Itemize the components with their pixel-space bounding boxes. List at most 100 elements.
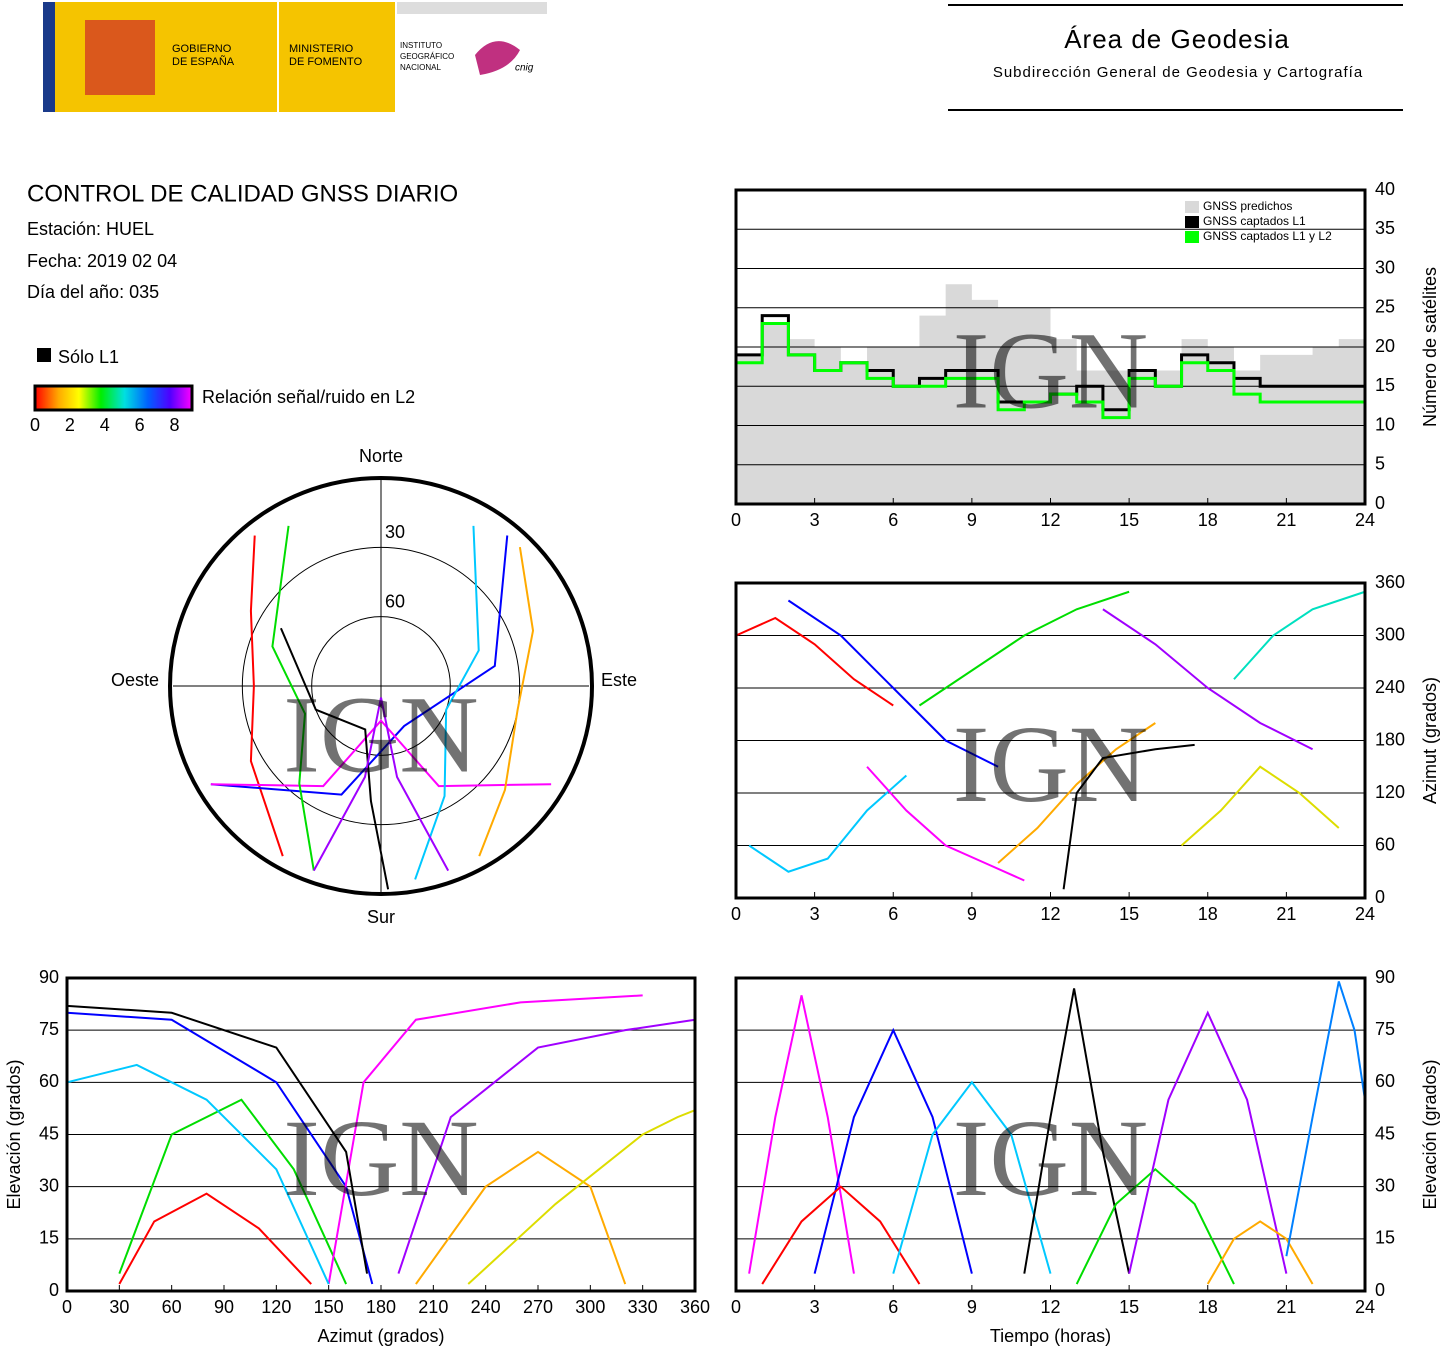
y-axis-label: Azimut (grados): [1420, 677, 1440, 804]
y-axis-label: Elevación (grados): [4, 1059, 24, 1209]
x-tick-label: 0: [731, 904, 741, 924]
y-tick-label: 15: [1375, 375, 1395, 395]
x-tick-label: 15: [1119, 1297, 1139, 1317]
series-line: [918, 590, 1130, 707]
institute-text: NACIONAL: [400, 63, 441, 72]
sky-track: [478, 546, 535, 857]
y-tick-label: 15: [1375, 1228, 1395, 1248]
colorbar-tick: 4: [100, 415, 110, 435]
x-tick-label: 90: [214, 1297, 234, 1317]
cnig-text: cnig: [515, 63, 534, 74]
x-tick-label: 0: [731, 1297, 741, 1317]
series-line: [813, 1027, 973, 1274]
series-line: [866, 766, 1025, 882]
series-line: [1233, 590, 1366, 680]
legend-swatch: [1185, 231, 1199, 243]
x-tick-label: 12: [1040, 904, 1060, 924]
x-tick-label: 210: [418, 1297, 448, 1317]
ministry-text: DE FOMENTO: [289, 56, 363, 68]
series-line: [1206, 1220, 1314, 1285]
series-line: [118, 1192, 312, 1285]
sky-track: [271, 525, 315, 871]
elevation-ring: [311, 616, 451, 756]
x-tick-label: 180: [366, 1297, 396, 1317]
colorbar-tick: 0: [30, 415, 40, 435]
x-tick-label: 270: [523, 1297, 553, 1317]
direction-label: Oeste: [111, 670, 159, 690]
y-tick-label: 75: [1375, 1019, 1395, 1039]
x-axis-label: Azimut (grados): [317, 1326, 444, 1346]
y-tick-label: 90: [1375, 967, 1395, 987]
x-tick-label: 240: [471, 1297, 501, 1317]
x-tick-label: 18: [1198, 1297, 1218, 1317]
header: GOBIERNO DE ESPAÑA MINISTERIO DE FOMENTO…: [43, 2, 1403, 112]
x-tick-label: 0: [731, 510, 741, 530]
watermark: IGN: [953, 703, 1149, 825]
watermark: IGN: [283, 1097, 479, 1219]
y-tick-label: 60: [1375, 834, 1395, 854]
x-tick-label: 120: [261, 1297, 291, 1317]
series-line: [1285, 981, 1366, 1257]
sky-track: [312, 697, 450, 872]
x-tick-label: 330: [628, 1297, 658, 1317]
x-tick-label: 24: [1355, 1297, 1375, 1317]
series-line: [997, 722, 1156, 864]
series-line: [397, 1018, 696, 1274]
y-tick-label: 0: [1375, 493, 1385, 513]
series-line: [787, 599, 999, 768]
y-tick-label: 25: [1375, 297, 1395, 317]
series-line: [1102, 608, 1314, 751]
y-tick-label: 240: [1375, 677, 1405, 697]
x-axis-label: Tiempo (horas): [990, 1326, 1111, 1346]
ring-label: 30: [385, 522, 405, 542]
x-tick-label: 18: [1198, 904, 1218, 924]
gov-text: DE ESPAÑA: [172, 55, 235, 68]
l1-label: Sólo L1: [58, 347, 119, 367]
x-tick-label: 21: [1276, 904, 1296, 924]
report-title: CONTROL DE CALIDAD GNSS DIARIO: [27, 180, 458, 207]
legend-swatch: [1185, 201, 1199, 213]
ministry-block: [279, 2, 395, 112]
sky-track: [280, 627, 390, 890]
sky-track: [414, 525, 480, 880]
x-tick-label: 21: [1276, 1297, 1296, 1317]
y-tick-label: 20: [1375, 336, 1395, 356]
x-tick-label: 3: [810, 510, 820, 530]
x-tick-label: 60: [162, 1297, 182, 1317]
colorbar: [33, 384, 194, 412]
plot-frame: [734, 581, 1367, 900]
info: CONTROL DE CALIDAD GNSS DIARIO Estación:…: [27, 180, 458, 412]
x-tick-label: 30: [109, 1297, 129, 1317]
y-tick-label: 35: [1375, 218, 1395, 238]
chart: 0 60 120 180 240 300 360 0 3 6 9 12 15 18 21 24 Azimut (…: [731, 572, 1440, 924]
x-tick-label: 360: [680, 1297, 710, 1317]
ring-label: 60: [385, 591, 405, 611]
y-tick-label: 0: [49, 1280, 59, 1300]
y-tick-label: 15: [39, 1228, 59, 1248]
x-tick-label: 6: [888, 1297, 898, 1317]
series-line: [415, 1150, 627, 1285]
series-line: [66, 1063, 330, 1285]
legend-swatch: [1185, 216, 1199, 228]
day-of-year: Día del año: 035: [27, 282, 159, 302]
y-tick-label: 30: [1375, 257, 1395, 277]
x-tick-label: 6: [888, 510, 898, 530]
x-tick-label: 15: [1119, 510, 1139, 530]
gov-text: GOBIERNO: [172, 43, 232, 55]
series-line: [736, 321, 1367, 420]
y-tick-label: 30: [1375, 1175, 1395, 1195]
coat-of-arms: [85, 20, 155, 95]
y-tick-label: 300: [1375, 624, 1405, 644]
x-tick-label: 18: [1198, 510, 1218, 530]
x-tick-label: 0: [62, 1297, 72, 1317]
y-tick-label: 60: [1375, 1071, 1395, 1091]
y-tick-label: 0: [1375, 887, 1385, 907]
series-line: [66, 1011, 374, 1285]
ign-bar: [397, 2, 547, 14]
sky-track: [210, 719, 552, 788]
x-tick-label: 9: [967, 510, 977, 530]
y-axis-label: Elevación (grados): [1420, 1059, 1440, 1209]
watermark: IGN: [953, 1097, 1149, 1219]
